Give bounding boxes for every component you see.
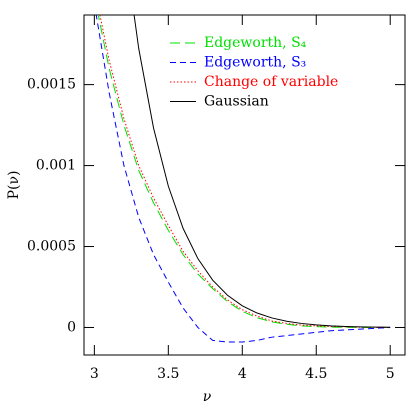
x-axis-label: ν [203, 389, 212, 405]
series-line [95, 15, 391, 343]
x-tick-label: 4.5 [305, 366, 327, 382]
legend-label: Edgeworth, S₄ [204, 35, 307, 51]
plot-area [95, 15, 391, 343]
plot-frame [83, 14, 406, 356]
y-axis-label: P(ν) [6, 171, 22, 200]
x-tick-label: 4 [238, 366, 247, 382]
series-line [99, 15, 391, 328]
series-line [97, 15, 391, 328]
series-line [133, 15, 391, 328]
y-tick-label: 0 [67, 319, 76, 335]
legend-label: Gaussian [204, 94, 269, 110]
y-tick-label: 0.0015 [27, 77, 76, 93]
y-tick-label: 0.001 [36, 158, 76, 174]
x-tick-label: 3.5 [157, 366, 179, 382]
x-tick-label: 3 [90, 366, 99, 382]
legend-label: Change of variable [204, 74, 338, 90]
x-tick-label: 5 [386, 366, 395, 382]
y-tick-label: 0.0005 [27, 239, 76, 255]
legend-label: Edgeworth, S₃ [204, 55, 306, 71]
